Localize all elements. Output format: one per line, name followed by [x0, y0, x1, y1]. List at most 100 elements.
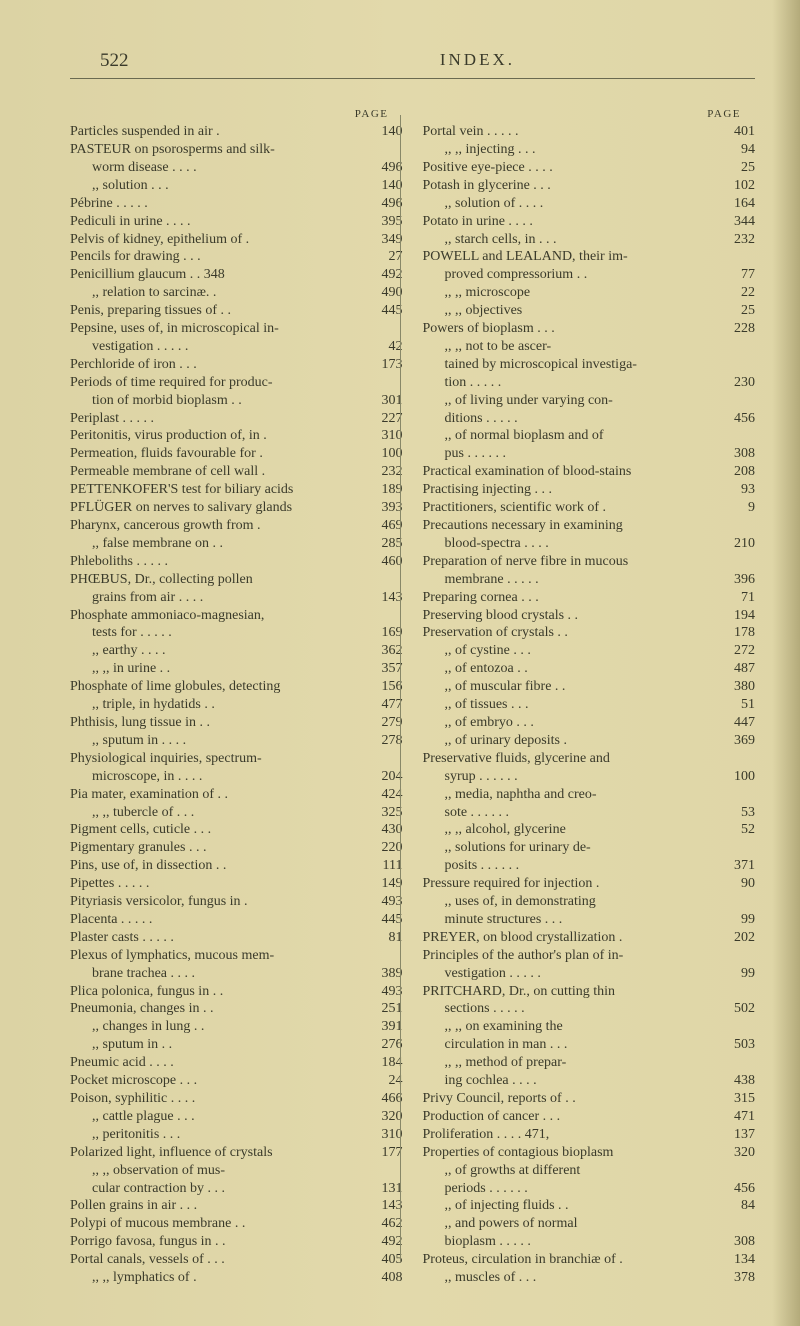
entry-text: Principles of the author's plan of in- [423, 947, 716, 965]
index-entry: Proteus, circulation in branchiæ of .134 [423, 1251, 756, 1269]
entry-text: Phosphate ammoniaco-magnesian, [70, 607, 363, 625]
entry-text: ,, sputum in . . . . [92, 732, 363, 750]
index-entry: ,, solution of . . . .164 [423, 195, 756, 213]
entry-page: 320 [363, 1108, 403, 1126]
entry-text: ,, of urinary deposits . [445, 732, 716, 750]
entry-page: 477 [363, 696, 403, 714]
entry-page: 94 [715, 141, 755, 159]
index-entry: Preparation of nerve fibre in mucous [423, 553, 756, 571]
entry-text: ,, peritonitis . . . [92, 1126, 363, 1144]
index-entry: blood-spectra . . . .210 [423, 535, 756, 553]
entry-text: Placenta . . . . . [70, 911, 363, 929]
index-entry: Pepsine, uses of, in microscopical in- [70, 320, 403, 338]
index-entry: Properties of contagious bioplasm320 [423, 1144, 756, 1162]
index-entry: Principles of the author's plan of in- [423, 947, 756, 965]
entry-page: 285 [363, 535, 403, 553]
entry-text: ,, triple, in hydatids . . [92, 696, 363, 714]
index-column-left: PAGE Particles suspended in air .140PAST… [70, 107, 403, 1287]
index-entry: Preservative fluids, glycerine and [423, 750, 756, 768]
index-entry: tion . . . . .230 [423, 374, 756, 392]
entry-page: 210 [715, 535, 755, 553]
entry-text: bioplasm . . . . . [445, 1233, 716, 1251]
entry-page: 389 [363, 965, 403, 983]
entry-text: ,, ,, on examining the [445, 1018, 716, 1036]
entry-text: periods . . . . . . [445, 1180, 716, 1198]
entry-text: sections . . . . . [445, 1000, 716, 1018]
index-entry: Phosphate of lime globules, detecting156 [70, 678, 403, 696]
index-entry: Periods of time required for produc- [70, 374, 403, 392]
entry-text: PETTENKOFER'S test for biliary acids [70, 481, 363, 499]
entry-text: Pigment cells, cuticle . . . [70, 821, 363, 839]
index-entry: PASTEUR on psorosperms and silk- [70, 141, 403, 159]
entry-text: Pharynx, cancerous growth from . [70, 517, 363, 535]
entry-text: blood-spectra . . . . [445, 535, 716, 553]
entry-text: ,, sputum in . . [92, 1036, 363, 1054]
entry-text: ,, relation to sarcinæ. . [92, 284, 363, 302]
entry-page: 462 [363, 1215, 403, 1233]
index-entry: grains from air . . . .143 [70, 589, 403, 607]
index-entry: Proliferation . . . . 471,137 [423, 1126, 756, 1144]
entry-page: 143 [363, 1197, 403, 1215]
entry-text: Plaster casts . . . . . [70, 929, 363, 947]
entry-page: 496 [363, 159, 403, 177]
entry-text: Physiological inquiries, spectrum- [70, 750, 363, 768]
entry-page: 456 [715, 410, 755, 428]
entry-page: 471 [715, 1108, 755, 1126]
index-entry: ,, ,, injecting . . .94 [423, 141, 756, 159]
entry-page: 9 [715, 499, 755, 517]
index-entry: ,, muscles of . . .378 [423, 1269, 756, 1287]
entry-text: ,, ,, lymphatics of . [92, 1269, 363, 1287]
entry-page: 460 [363, 553, 403, 571]
index-entry: Pityriasis versicolor, fungus in .493 [70, 893, 403, 911]
entry-text: tion . . . . . [445, 374, 716, 392]
entry-page: 401 [715, 123, 755, 141]
entry-page: 149 [363, 875, 403, 893]
index-entry: ,, of embryo . . .447 [423, 714, 756, 732]
entry-page: 220 [363, 839, 403, 857]
entry-text: tion of morbid bioplasm . . [92, 392, 363, 410]
index-entry: minute structures . . .99 [423, 911, 756, 929]
entry-text: Proliferation . . . . 471, [423, 1126, 716, 1144]
index-entry: tion of morbid bioplasm . .301 [70, 392, 403, 410]
entry-text: Polarized light, influence of crystals [70, 1144, 363, 1162]
entry-text: Practical examination of blood-stains [423, 463, 716, 481]
entry-page: 25 [715, 302, 755, 320]
entry-text: ,, solution of . . . . [445, 195, 716, 213]
entry-page: 204 [363, 768, 403, 786]
entry-page: 391 [363, 1018, 403, 1036]
index-entry: Placenta . . . . .445 [70, 911, 403, 929]
index-entry: ,, ,, lymphatics of .408 [70, 1269, 403, 1287]
entry-text: ,, of normal bioplasm and of [445, 427, 716, 445]
index-entry: Porrigo favosa, fungus in . .492 [70, 1233, 403, 1251]
index-entry: Pressure required for injection .90 [423, 875, 756, 893]
entry-page: 208 [715, 463, 755, 481]
index-entry: Pigmentary granules . . .220 [70, 839, 403, 857]
entry-page: 315 [715, 1090, 755, 1108]
entry-page: 396 [715, 571, 755, 589]
index-entry: Practitioners, scientific work of .9 [423, 499, 756, 517]
entry-text: ,, of injecting fluids . . [445, 1197, 716, 1215]
page-gutter-shadow [772, 0, 800, 1326]
entry-text: tests for . . . . . [92, 624, 363, 642]
entry-text: proved compressorium . . [445, 266, 716, 284]
index-entry: Pins, use of, in dissection . .111 [70, 857, 403, 875]
entry-page: 490 [363, 284, 403, 302]
index-entry: Powers of bioplasm . . .228 [423, 320, 756, 338]
index-entry: tests for . . . . .169 [70, 624, 403, 642]
index-entry: Practising injecting . . .93 [423, 481, 756, 499]
index-entry: Potash in glycerine . . .102 [423, 177, 756, 195]
entry-text: Poison, syphilitic . . . . [70, 1090, 363, 1108]
entry-text: Penis, preparing tissues of . . [70, 302, 363, 320]
index-entry: ,, of tissues . . .51 [423, 696, 756, 714]
entry-text: ,, media, naphtha and creo- [445, 786, 716, 804]
entry-page: 90 [715, 875, 755, 893]
index-entry: Particles suspended in air .140 [70, 123, 403, 141]
index-entry: Plaster casts . . . . .81 [70, 929, 403, 947]
entry-text: Pressure required for injection . [423, 875, 716, 893]
index-entry: ,, ,, objectives25 [423, 302, 756, 320]
index-entry: Pneumonia, changes in . .251 [70, 1000, 403, 1018]
entry-page: 378 [715, 1269, 755, 1287]
entry-page: 301 [363, 392, 403, 410]
entry-page: 99 [715, 911, 755, 929]
index-entry: Periplast . . . . .227 [70, 410, 403, 428]
